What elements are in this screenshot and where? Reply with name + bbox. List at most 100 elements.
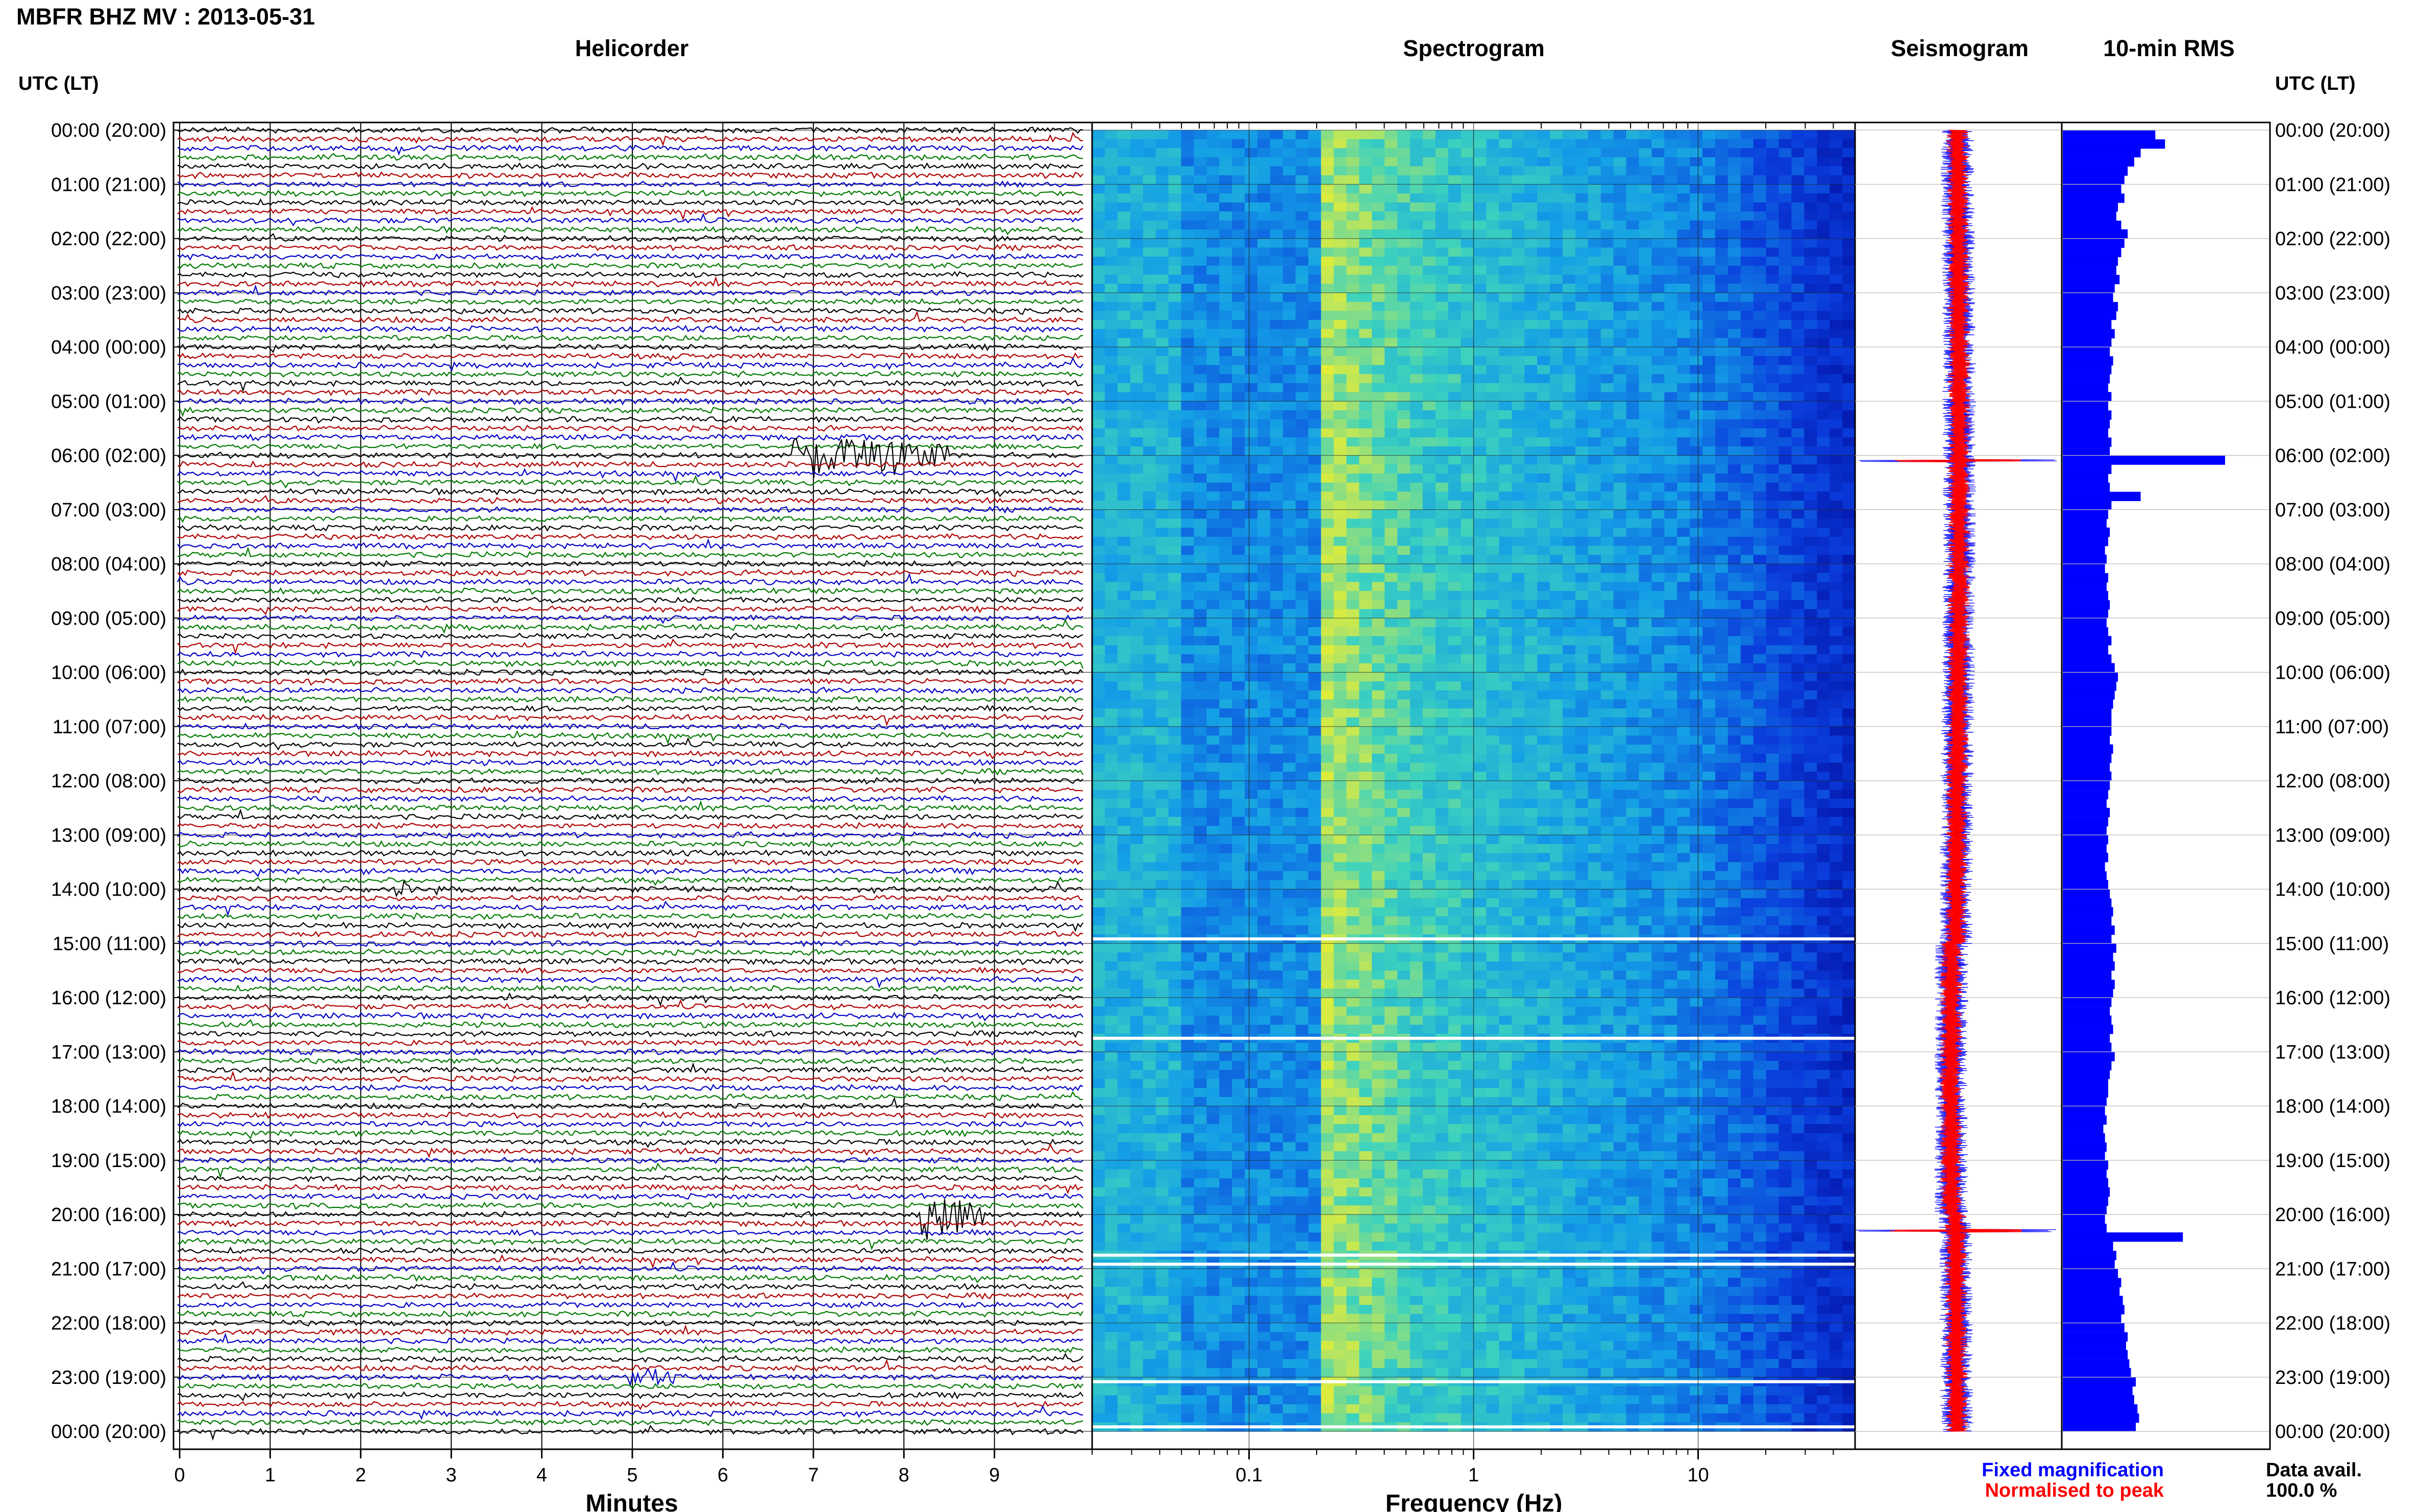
spectrogram-cell: [1257, 166, 1271, 176]
spectrogram-cell: [1397, 437, 1411, 447]
spectrogram-cell: [1779, 292, 1792, 302]
spectrogram-cell: [1270, 356, 1283, 365]
spectrogram-cell: [1155, 302, 1169, 311]
spectrogram-cell: [1385, 573, 1398, 582]
spectrogram-cell: [1206, 690, 1220, 700]
spectrogram-cell: [1562, 591, 1576, 601]
spectrogram-cell: [1257, 193, 1271, 203]
spectrogram-cell: [1117, 672, 1131, 682]
spectrogram-cell: [1448, 491, 1462, 501]
helicorder-trace: [177, 1090, 1083, 1101]
spectrogram-cell: [1524, 229, 1538, 239]
spectrogram-cell: [1830, 501, 1843, 510]
spectrogram-cell: [1486, 455, 1499, 465]
spectrogram-cell: [1308, 482, 1322, 492]
spectrogram-cell: [1461, 229, 1474, 239]
spectrogram-cell: [1448, 148, 1462, 158]
spectrogram-cell: [1155, 356, 1169, 365]
spectrogram-cell: [1104, 238, 1118, 248]
spectrogram-cell: [1410, 319, 1423, 330]
spectrogram-cell: [1499, 582, 1512, 591]
spectrogram-cell: [1664, 808, 1677, 817]
spectrogram-cell: [1194, 573, 1207, 582]
spectrogram-cell: [1575, 518, 1589, 528]
spectrogram-cell: [1588, 401, 1601, 411]
spectrogram-cell: [1410, 383, 1423, 392]
spectrogram-cell: [1461, 762, 1474, 772]
spectrogram-cell: [1282, 717, 1296, 727]
spectrogram-cell: [1664, 338, 1677, 348]
spectrogram-cell: [1830, 464, 1843, 474]
spectrogram-cell: [1143, 211, 1156, 221]
helicorder-trace: [177, 189, 1083, 203]
spectrogram-cell: [1385, 265, 1398, 275]
spectrogram-cell: [1359, 491, 1372, 501]
spectrogram-cell: [1245, 428, 1258, 438]
spectrogram-cell: [1219, 762, 1232, 772]
spectrogram-cell: [1422, 690, 1436, 700]
spectrogram-cell: [1155, 347, 1169, 357]
spectrogram-cell: [1232, 193, 1245, 203]
spectrogram-cell: [1321, 745, 1334, 754]
spectrogram-cell: [1143, 717, 1156, 727]
spectrogram-cell: [1575, 130, 1589, 140]
spectrogram-cell: [1626, 275, 1639, 284]
spectrogram-cell: [1092, 835, 1105, 845]
spectrogram-cell: [1321, 672, 1334, 682]
spectrogram-cell: [1677, 717, 1690, 727]
spectrogram-cell: [1321, 528, 1334, 537]
spectrogram-cell: [1092, 247, 1105, 257]
spectrogram-cell: [1486, 410, 1499, 420]
spectrogram-cell: [1232, 202, 1245, 212]
spectrogram-cell: [1232, 247, 1245, 257]
spectrogram-cell: [1130, 193, 1144, 203]
spectrogram-cell: [1422, 636, 1436, 646]
spectrogram-cell: [1155, 491, 1169, 501]
spectrogram-cell: [1651, 446, 1665, 456]
spectrogram-cell: [1740, 401, 1754, 411]
spectrogram-cell: [1130, 473, 1144, 483]
spectrogram-cell: [1334, 799, 1347, 808]
spectrogram-cell: [1830, 772, 1843, 781]
spectrogram-cell: [1206, 365, 1220, 375]
spectrogram-cell: [1270, 835, 1283, 845]
spectrogram-cell: [1830, 600, 1843, 609]
spectrogram-cell: [1613, 781, 1627, 790]
spectrogram-cell: [1499, 157, 1512, 167]
spectrogram-cell: [1791, 518, 1805, 528]
spectrogram-cell: [1092, 166, 1105, 176]
spectrogram-cell: [1232, 284, 1245, 293]
spectrogram-cell: [1550, 844, 1563, 854]
spectrogram-cell: [1461, 536, 1474, 547]
spectrogram-cell: [1232, 600, 1245, 609]
spectrogram-cell: [1295, 826, 1309, 835]
spectrogram-cell: [1677, 238, 1690, 248]
spectrogram-cell: [1588, 816, 1601, 826]
spectrogram-cell: [1117, 256, 1131, 266]
spectrogram-cell: [1588, 446, 1601, 456]
spectrogram-cell: [1613, 464, 1627, 474]
spectrogram-cell: [1600, 772, 1614, 781]
spectrogram-cell: [1626, 609, 1639, 618]
spectrogram-cell: [1588, 690, 1601, 700]
spectrogram-cell: [1626, 464, 1639, 474]
spectrogram-cell: [1651, 627, 1665, 637]
spectrogram-cell: [1486, 627, 1499, 637]
spectrogram-cell: [1245, 844, 1258, 854]
spectrogram-cell: [1588, 148, 1601, 158]
spectrogram-cell: [1664, 826, 1677, 835]
helicorder-trace: [177, 343, 1083, 353]
spectrogram-cell: [1435, 753, 1449, 763]
spectrogram-cell: [1334, 745, 1347, 754]
spectrogram-cell: [1206, 835, 1220, 845]
spectrogram-cell: [1117, 247, 1131, 257]
spectrogram-cell: [1575, 672, 1589, 682]
spectrogram-cell: [1104, 636, 1118, 646]
spectrogram-cell: [1372, 582, 1385, 591]
spectrogram-cell: [1206, 745, 1220, 754]
spectrogram-cell: [1245, 383, 1258, 392]
spectrogram-cell: [1600, 645, 1614, 655]
spectrogram-cell: [1130, 546, 1144, 555]
spectrogram-cell: [1155, 826, 1169, 835]
spectrogram-cell: [1143, 356, 1156, 365]
